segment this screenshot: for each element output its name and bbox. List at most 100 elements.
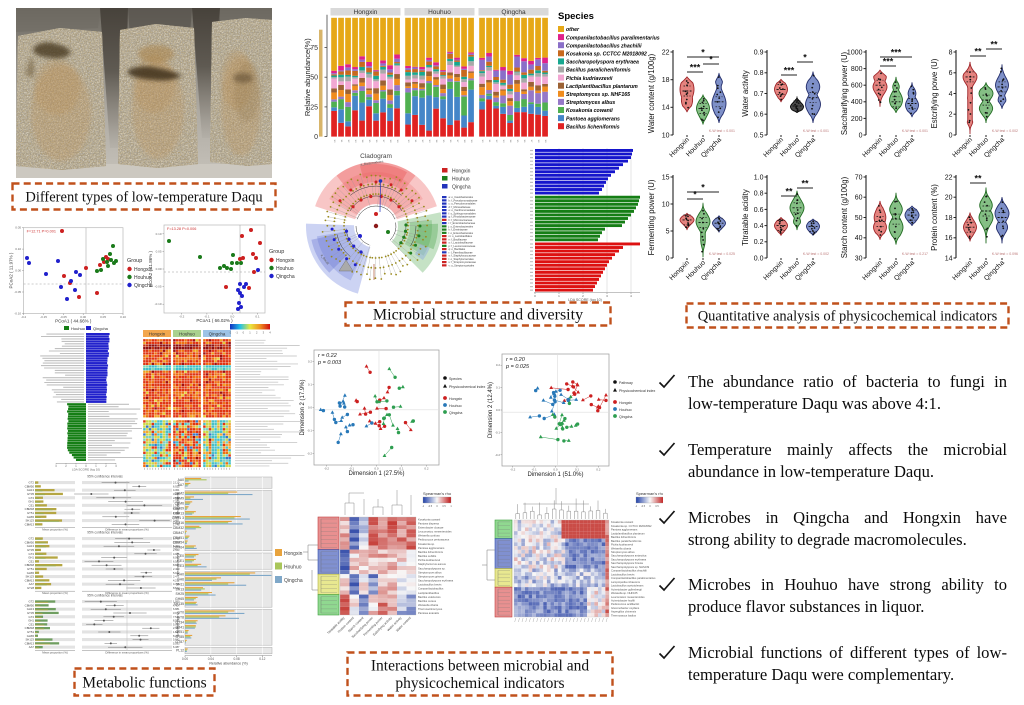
- svg-text:Relative abundance (%): Relative abundance (%): [209, 662, 247, 666]
- svg-text:0.0: 0.0: [308, 406, 313, 410]
- svg-text:j: o_Enterobacterales: j: o_Enterobacterales: [448, 225, 474, 229]
- svg-text:S7: S7: [382, 140, 384, 143]
- svg-text:0.00: 0.00: [156, 267, 162, 271]
- svg-text:K-W test = 0.002: K-W test = 0.002: [992, 129, 1018, 133]
- svg-text:PCoA1 ( 44.66% ): PCoA1 ( 44.66% ): [55, 319, 92, 324]
- svg-text:Weissella sp. NHF165: Weissella sp. NHF165: [611, 591, 638, 595]
- svg-text:p = 0.003: p = 0.003: [317, 360, 342, 366]
- svg-text:Estcrifying powe (U): Estcrifying powe (U): [930, 58, 939, 128]
- svg-text:22: 22: [945, 174, 953, 181]
- svg-text:o: f_Lactobacillaceae: o: f_Lactobacillaceae: [449, 241, 474, 245]
- svg-text:-0.05: -0.05: [155, 285, 162, 289]
- svg-text:2.409: 2.409: [173, 567, 180, 571]
- svg-text:S9: S9: [470, 140, 472, 143]
- svg-text:p = 0.025: p = 0.025: [505, 364, 530, 370]
- svg-text:0: 0: [534, 294, 536, 298]
- svg-text:S4: S4: [509, 140, 511, 143]
- svg-text:Pediococcus pentosaceus: Pediococcus pentosaceus: [418, 538, 450, 542]
- svg-text:S9: S9: [396, 140, 398, 143]
- svg-text:75: 75: [310, 45, 318, 52]
- svg-text:15: 15: [662, 174, 670, 181]
- svg-text:30: 30: [855, 255, 863, 262]
- svg-text:PCoA2 ( 11.86% ): PCoA2 ( 11.86% ): [148, 251, 153, 287]
- svg-text:0.1: 0.1: [496, 386, 501, 390]
- svg-text:-0.10: -0.10: [155, 302, 162, 306]
- svg-text:GT51: GT51: [27, 567, 34, 571]
- svg-text:r: f_Paenibacillaceae: r: f_Paenibacillaceae: [449, 251, 474, 255]
- svg-text:CBM48: CBM48: [25, 563, 35, 567]
- svg-text:***: ***: [883, 57, 894, 67]
- svg-text:1.243: 1.243: [173, 503, 180, 507]
- svg-text:7.689: 7.689: [173, 515, 180, 519]
- svg-text:S1: S1: [414, 140, 416, 143]
- svg-text:Lactiplantibacillus plantarum: Lactiplantibacillus plantarum: [611, 531, 646, 535]
- svg-text:Qingcha: Qingcha: [501, 9, 526, 16]
- svg-text:l: o_Enterobacterales: l: o_Enterobacterales: [449, 231, 474, 235]
- svg-text:*: *: [701, 183, 705, 193]
- svg-text:Protein content (%): Protein content (%): [930, 184, 939, 251]
- svg-text:3.451: 3.451: [173, 519, 180, 523]
- svg-text:Pichia kudriavzevii: Pichia kudriavzevii: [611, 543, 634, 547]
- svg-text:CE1: CE1: [177, 559, 184, 563]
- svg-text:Spearman's rho: Spearman's rho: [423, 491, 452, 496]
- svg-text:GT35: GT35: [27, 492, 34, 496]
- svg-text:SH11: SH11: [176, 582, 184, 586]
- svg-text:**: **: [801, 179, 809, 189]
- svg-text:physicochemical indicators: physicochemical indicators: [395, 675, 564, 692]
- svg-text:GH1: GH1: [28, 556, 34, 560]
- svg-text:Pantoea agglomerans: Pantoea agglomerans: [611, 528, 638, 532]
- svg-text:0.0: 0.0: [754, 255, 764, 262]
- svg-text:Staphylococcus aureus: Staphylococcus aureus: [418, 562, 446, 566]
- svg-text:3: 3: [606, 294, 608, 298]
- svg-text:a_Bacteroidetes: a_Bacteroidetes: [360, 159, 384, 166]
- svg-text:f: o_Sphingomonadales: f: o_Sphingomonadales: [449, 212, 477, 216]
- svg-text:0.1: 0.1: [399, 467, 404, 471]
- svg-text:Houhuo: Houhuo: [449, 404, 462, 408]
- svg-text:CBM1 3: CBM1 3: [172, 516, 184, 520]
- svg-text:Saccharopolyspora antarctica: Saccharopolyspora antarctica: [611, 554, 647, 558]
- svg-text:AA7: AA7: [178, 483, 185, 487]
- svg-text:Different types of low-tempera: Different types of low-temperature Daqu: [25, 189, 262, 205]
- svg-text:Lactobacillus brevis: Lactobacillus brevis: [418, 583, 442, 587]
- svg-text:Kosakonia cowanii: Kosakonia cowanii: [611, 520, 634, 524]
- svg-text:d: f_Moraxellaceae: d: f_Moraxellaceae: [449, 205, 471, 209]
- svg-text:40: 40: [855, 235, 863, 242]
- svg-text:Pantoea agglomerans: Pantoea agglomerans: [566, 116, 620, 122]
- svg-text:Spearman's rho: Spearman's rho: [636, 491, 663, 496]
- svg-text:0.0: 0.0: [374, 467, 379, 471]
- svg-text:LDA SCORE (log 10): LDA SCORE (log 10): [72, 467, 100, 471]
- svg-text:Leuconostoc mesenteroides: Leuconostoc mesenteroides: [418, 530, 452, 534]
- svg-text:Thermoascus badius: Thermoascus badius: [611, 613, 637, 617]
- svg-text:S3: S3: [502, 140, 504, 143]
- svg-text:Kosakonia cowanii: Kosakonia cowanii: [566, 108, 613, 114]
- svg-text:S5: S5: [368, 140, 370, 143]
- svg-text:S4: S4: [435, 140, 437, 143]
- svg-text:0.5: 0.5: [754, 132, 764, 139]
- svg-text:GT2: GT2: [29, 600, 35, 604]
- svg-text:s: f_Staphylococcaceae: s: f_Staphylococcaceae: [449, 254, 477, 258]
- svg-text:p-value (corrected): p-value (corrected): [176, 553, 180, 575]
- svg-text:r = 0.22: r = 0.22: [318, 353, 337, 359]
- svg-text:16: 16: [945, 235, 953, 242]
- svg-text:SH13: SH13: [176, 587, 185, 591]
- svg-text:Hongxin: Hongxin: [134, 267, 153, 273]
- svg-text:-0.1: -0.1: [307, 429, 313, 433]
- svg-text:0.4: 0.4: [754, 223, 764, 230]
- svg-text:PCoA1 ( 66.02% ): PCoA1 ( 66.02% ): [196, 318, 233, 323]
- svg-text:Pantoea dispersa: Pantoea dispersa: [418, 521, 439, 525]
- svg-text:K-W test = 0.001: K-W test = 0.001: [902, 129, 928, 133]
- svg-text:Thermoactinomyces: Thermoactinomyces: [418, 607, 443, 611]
- svg-text:14: 14: [945, 255, 953, 262]
- svg-text:0.08: 0.08: [233, 657, 239, 661]
- svg-text:8: 8: [949, 49, 953, 56]
- svg-text:PCoA2 ( 11.97% ): PCoA2 ( 11.97% ): [9, 252, 14, 288]
- svg-text:Pichia kudriavzevii: Pichia kudriavzevii: [418, 558, 441, 562]
- svg-text:5: 5: [666, 228, 670, 235]
- svg-text:Saccharopolyspora hirsuta: Saccharopolyspora hirsuta: [611, 561, 643, 565]
- svg-text:CBM13: CBM13: [25, 578, 35, 582]
- svg-text:S1: S1: [340, 140, 342, 143]
- svg-text:5.999: 5.999: [173, 622, 180, 626]
- svg-text:Acinetobacter lwoffii: Acinetobacter lwoffii: [611, 599, 635, 603]
- svg-text:Difference in mean proportions: Difference in mean proportions (%): [105, 528, 148, 532]
- svg-text:Pantoea ananatis: Pantoea ananatis: [418, 611, 440, 615]
